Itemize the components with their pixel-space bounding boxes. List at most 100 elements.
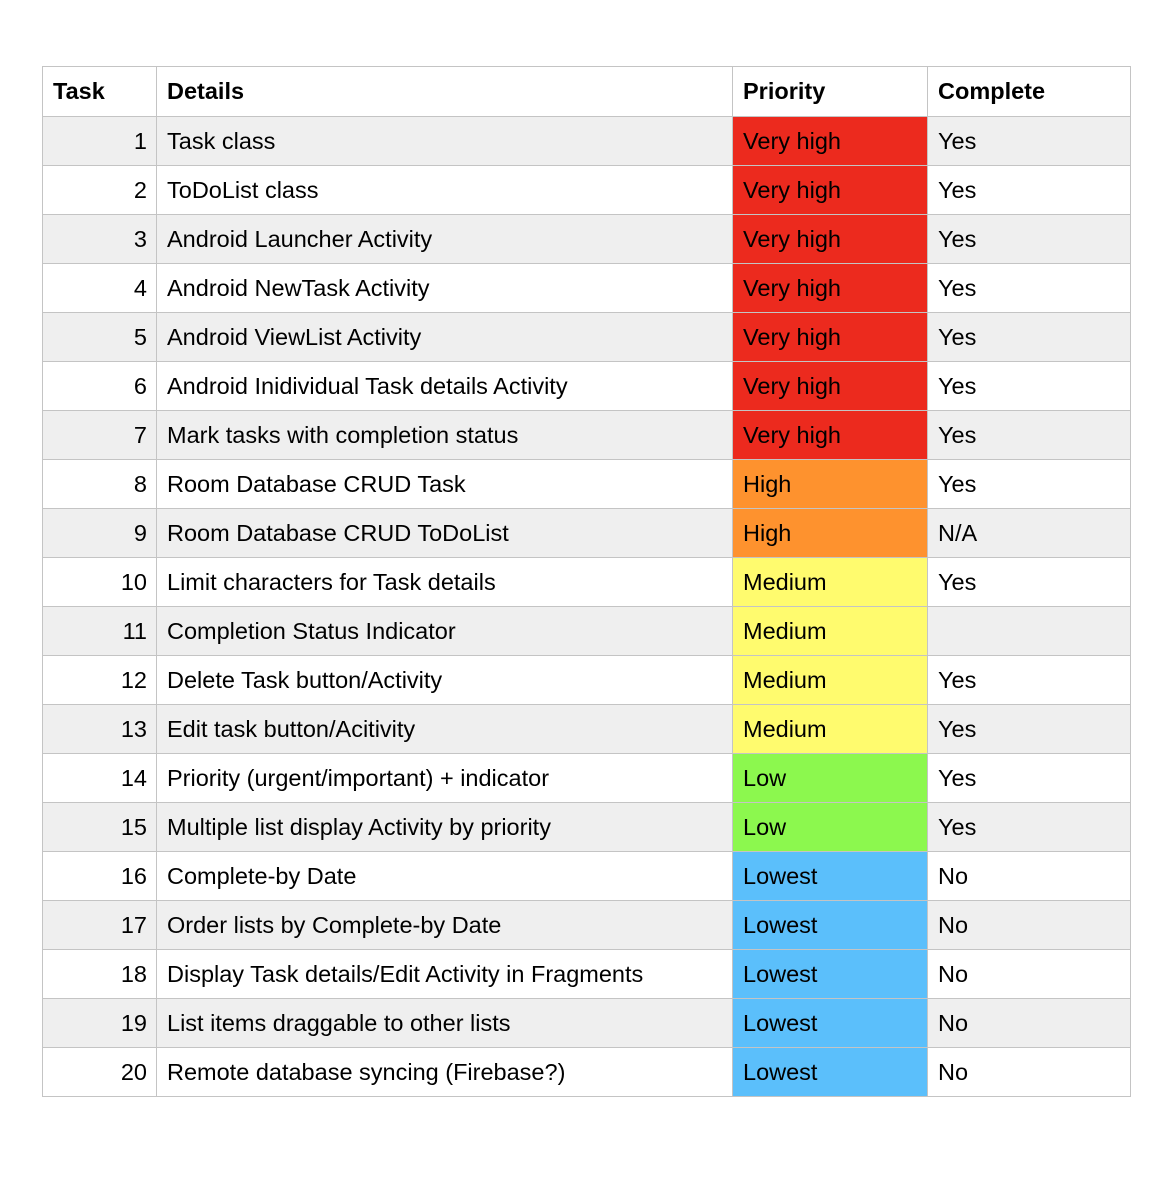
cell-complete: Yes: [927, 312, 1131, 362]
header-row: Task Details Priority Complete: [42, 66, 1131, 117]
cell-priority: Lowest: [732, 1047, 928, 1097]
cell-task-number: 13: [42, 704, 157, 754]
table-row: 17 Order lists by Complete-by Date Lowest N…: [42, 900, 1131, 950]
task-table-container: Task Details Priority Complete 1 Task cla…: [42, 66, 1131, 1097]
cell-priority: Low: [732, 753, 928, 803]
cell-details: ToDoList class: [156, 165, 733, 215]
cell-complete: Yes: [927, 116, 1131, 166]
cell-complete: Yes: [927, 655, 1131, 705]
table-row: 2 ToDoList class Very high Yes: [42, 165, 1131, 215]
header-task: Task: [42, 66, 157, 117]
cell-task-number: 17: [42, 900, 157, 950]
cell-priority: Lowest: [732, 900, 928, 950]
cell-priority: Low: [732, 802, 928, 852]
cell-priority: Medium: [732, 557, 928, 607]
table-row: 14 Priority (urgent/important) + indicato…: [42, 753, 1131, 803]
cell-details: Android Inidividual Task details Activit…: [156, 361, 733, 411]
cell-details: Android NewTask Activity: [156, 263, 733, 313]
cell-priority: Very high: [732, 263, 928, 313]
cell-complete: Yes: [927, 459, 1131, 509]
cell-task-number: 4: [42, 263, 157, 313]
cell-priority: Very high: [732, 312, 928, 362]
cell-task-number: 10: [42, 557, 157, 607]
cell-priority: Medium: [732, 655, 928, 705]
header-priority: Priority: [732, 66, 928, 117]
cell-task-number: 3: [42, 214, 157, 264]
cell-details: Complete-by Date: [156, 851, 733, 901]
cell-task-number: 2: [42, 165, 157, 215]
cell-details: Mark tasks with completion status: [156, 410, 733, 460]
cell-task-number: 7: [42, 410, 157, 460]
cell-details: Delete Task button/Activity: [156, 655, 733, 705]
cell-task-number: 11: [42, 606, 157, 656]
table-row: 4 Android NewTask Activity Very high Yes: [42, 263, 1131, 313]
cell-priority: Very high: [732, 165, 928, 215]
cell-task-number: 19: [42, 998, 157, 1048]
cell-details: Multiple list display Activity by priori…: [156, 802, 733, 852]
table-row: 7 Mark tasks with completion status Very h…: [42, 410, 1131, 460]
cell-complete: Yes: [927, 214, 1131, 264]
cell-complete: Yes: [927, 165, 1131, 215]
cell-details: Edit task button/Acitivity: [156, 704, 733, 754]
cell-priority: Very high: [732, 116, 928, 166]
table-row: 16 Complete-by Date Lowest No: [42, 851, 1131, 901]
table-row: 8 Room Database CRUD Task High Yes: [42, 459, 1131, 509]
table-row: 19 List items draggable to other lists Low…: [42, 998, 1131, 1048]
cell-priority: Very high: [732, 361, 928, 411]
cell-task-number: 20: [42, 1047, 157, 1097]
cell-complete: [927, 606, 1131, 656]
cell-task-number: 6: [42, 361, 157, 411]
cell-priority: Very high: [732, 410, 928, 460]
table-row: 15 Multiple list display Activity by prio…: [42, 802, 1131, 852]
header-complete: Complete: [927, 66, 1131, 117]
cell-details: Room Database CRUD ToDoList: [156, 508, 733, 558]
table-row: 10 Limit characters for Task details Mediu…: [42, 557, 1131, 607]
cell-details: Task class: [156, 116, 733, 166]
cell-priority: Medium: [732, 704, 928, 754]
table-header: Task Details Priority Complete: [42, 66, 1131, 117]
table-row: 11 Completion Status Indicator Medium: [42, 606, 1131, 656]
cell-priority: High: [732, 459, 928, 509]
cell-priority: Very high: [732, 214, 928, 264]
cell-details: Completion Status Indicator: [156, 606, 733, 656]
cell-complete: No: [927, 949, 1131, 999]
cell-priority: Lowest: [732, 998, 928, 1048]
table-row: 13 Edit task button/Acitivity Medium Yes: [42, 704, 1131, 754]
table-row: 9 Room Database CRUD ToDoList High N/A: [42, 508, 1131, 558]
cell-complete: No: [927, 998, 1131, 1048]
cell-details: Remote database syncing (Firebase?): [156, 1047, 733, 1097]
cell-task-number: 15: [42, 802, 157, 852]
cell-details: Order lists by Complete-by Date: [156, 900, 733, 950]
table-row: 20 Remote database syncing (Firebase?) Low…: [42, 1047, 1131, 1097]
cell-priority: Medium: [732, 606, 928, 656]
table-row: 3 Android Launcher Activity Very high Yes: [42, 214, 1131, 264]
header-details: Details: [156, 66, 733, 117]
table-row: 1 Task class Very high Yes: [42, 116, 1131, 166]
cell-complete: Yes: [927, 263, 1131, 313]
cell-complete: No: [927, 851, 1131, 901]
cell-details: Room Database CRUD Task: [156, 459, 733, 509]
cell-details: Display Task details/Edit Activity in Fr…: [156, 949, 733, 999]
cell-task-number: 16: [42, 851, 157, 901]
cell-task-number: 14: [42, 753, 157, 803]
cell-task-number: 12: [42, 655, 157, 705]
table-body: 1 Task class Very high Yes 2 ToDoList class Ve…: [42, 116, 1131, 1097]
table-row: 12 Delete Task button/Activity Medium Yes: [42, 655, 1131, 705]
cell-details: Android Launcher Activity: [156, 214, 733, 264]
cell-complete: No: [927, 1047, 1131, 1097]
cell-priority: High: [732, 508, 928, 558]
cell-details: Priority (urgent/important) + indicator: [156, 753, 733, 803]
cell-complete: No: [927, 900, 1131, 950]
cell-complete: Yes: [927, 361, 1131, 411]
task-table: Task Details Priority Complete 1 Task cla…: [42, 66, 1131, 1097]
cell-details: List items draggable to other lists: [156, 998, 733, 1048]
cell-complete: Yes: [927, 802, 1131, 852]
cell-task-number: 18: [42, 949, 157, 999]
cell-complete: Yes: [927, 557, 1131, 607]
cell-task-number: 1: [42, 116, 157, 166]
cell-complete: Yes: [927, 410, 1131, 460]
cell-priority: Lowest: [732, 949, 928, 999]
table-row: 5 Android ViewList Activity Very high Yes: [42, 312, 1131, 362]
cell-task-number: 8: [42, 459, 157, 509]
cell-complete: N/A: [927, 508, 1131, 558]
